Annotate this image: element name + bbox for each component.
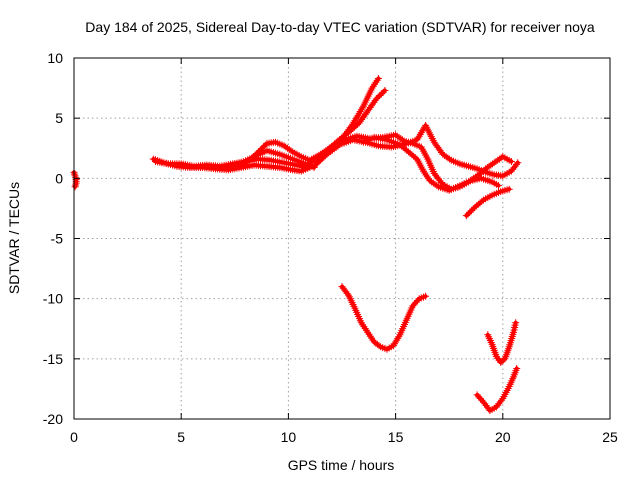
plus-markers <box>484 319 520 366</box>
series-trace <box>340 284 428 352</box>
x-tick-label: 25 <box>602 429 618 445</box>
plus-markers <box>462 185 513 220</box>
plus-markers <box>359 133 502 194</box>
y-tick-label: 0 <box>55 170 63 186</box>
y-tick-label: -10 <box>43 291 63 307</box>
y-tick-label: -20 <box>43 411 63 427</box>
axis-ticks: 0 5 10 15 20 25 -20 -15 -10 -5 0 5 10 <box>43 50 618 445</box>
y-tick-label: 10 <box>47 50 63 66</box>
y-axis-label: SDTVAR / TECUs <box>6 182 22 294</box>
series-arc-7 <box>310 121 522 180</box>
data-series <box>70 75 522 415</box>
x-axis-label: GPS time / hours <box>288 457 395 473</box>
grid <box>74 58 610 419</box>
y-tick-label: -5 <box>51 231 64 247</box>
y-tick-label: 5 <box>55 110 63 126</box>
x-tick-label: 20 <box>495 429 511 445</box>
series-arc-13 <box>473 365 521 415</box>
plus-markers <box>473 365 521 415</box>
series-arc-10 <box>462 185 513 220</box>
series-arc-6 <box>302 87 389 170</box>
plus-markers <box>338 283 430 353</box>
chart-title: Day 184 of 2025, Sidereal Day-to-day VTE… <box>85 19 595 35</box>
plus-markers <box>70 168 80 191</box>
x-tick-label: 15 <box>388 429 404 445</box>
x-tick-label: 0 <box>70 429 78 445</box>
series-arc-12 <box>484 319 520 366</box>
series-arc-9 <box>359 133 502 194</box>
series-arc-11 <box>338 283 430 353</box>
series-arc-1 <box>70 168 80 191</box>
x-tick-label: 10 <box>281 429 297 445</box>
plus-markers <box>310 121 522 180</box>
y-tick-label: -15 <box>43 351 63 367</box>
plus-markers <box>302 87 389 170</box>
x-tick-label: 5 <box>177 429 185 445</box>
